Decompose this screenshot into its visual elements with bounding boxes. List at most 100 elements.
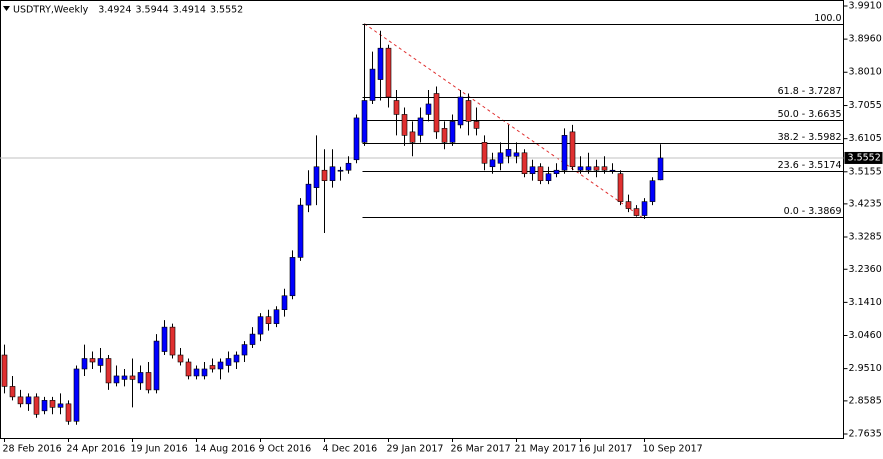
candle-body [465, 100, 472, 122]
candle-body [425, 103, 432, 115]
candle-body [81, 358, 88, 370]
candle-body [193, 368, 200, 377]
y-tick-label: 3.4235 [849, 198, 882, 209]
y-tick-label: 3.0460 [849, 330, 882, 341]
header-ohlc: 3.4924 3.5944 3.4914 3.5552 [98, 5, 243, 16]
candle-body [497, 152, 504, 164]
fib-label: 0.0 - 3.3869 [784, 206, 842, 217]
candle-body [217, 361, 224, 370]
price-box [844, 151, 883, 164]
candle-body [489, 159, 496, 168]
candle-body [105, 358, 112, 384]
candle-body [137, 372, 144, 384]
candle-body [305, 183, 312, 206]
candle-body [473, 121, 480, 129]
candle-body [225, 358, 232, 366]
y-tick-label: 3.1410 [849, 297, 882, 308]
candle-body [329, 166, 336, 181]
candle-body [361, 100, 368, 143]
candle-body [289, 257, 296, 297]
candle-body [73, 368, 80, 422]
y-tick-label: 3.9910 [849, 1, 882, 12]
candle-body [369, 68, 376, 101]
candle-body [529, 166, 536, 175]
fib-label: 50.0 - 3.6635 [778, 109, 842, 120]
candle-body [313, 166, 320, 188]
candle-body [513, 152, 520, 157]
candle-body [433, 93, 440, 133]
candle-body [337, 169, 344, 172]
plot-frame [0, 0, 844, 439]
header-low: 3.4914 [173, 5, 206, 16]
candle-body [201, 368, 208, 377]
candle-body [385, 47, 392, 98]
candle-body [321, 169, 328, 181]
candle-body [121, 375, 128, 380]
y-tick-label: 2.7635 [849, 429, 882, 440]
candle-body [169, 326, 176, 356]
x-tick-label: 14 Aug 2016 [195, 444, 256, 455]
candle-body [9, 386, 16, 398]
x-tick-label: 4 Dec 2016 [323, 444, 378, 455]
fib-label: 61.8 - 3.7287 [778, 86, 842, 97]
candle-body [657, 157, 664, 181]
candle-body [265, 316, 272, 324]
candle-body [633, 208, 640, 216]
price-box-label: 3.5552 [848, 152, 881, 163]
y-tick-label: 2.9510 [849, 363, 882, 374]
x-tick-label: 28 Feb 2016 [3, 444, 62, 455]
candle-body [449, 121, 456, 143]
menu-triangle [3, 6, 10, 11]
candle-body [41, 400, 48, 412]
candle-body [625, 201, 632, 209]
candle-body [129, 375, 136, 380]
y-tick-label: 3.7055 [849, 100, 882, 111]
y-tick-label: 3.2360 [849, 264, 882, 275]
x-tick-label: 26 Mar 2017 [451, 444, 511, 455]
x-tick-label: 21 May 2017 [515, 444, 577, 455]
candle-body [409, 131, 416, 143]
fib-label: 100.0 [814, 13, 841, 24]
candle-body [33, 396, 40, 415]
chart-title: USDTRY,Weekly [13, 5, 89, 16]
candle-body [537, 166, 544, 181]
candle-body [297, 204, 304, 258]
candle-body [89, 358, 96, 363]
candle-body [153, 340, 160, 391]
candle-body [593, 166, 600, 171]
candle-body [57, 403, 64, 408]
candle-body [345, 162, 352, 171]
candle-body [553, 169, 560, 175]
candle-body [393, 100, 400, 115]
candle-body [417, 117, 424, 136]
candle-body [249, 333, 256, 345]
candle-body [65, 403, 72, 422]
candle-body [1, 354, 8, 387]
y-tick-label: 3.8960 [849, 34, 882, 45]
candle-body [145, 372, 152, 391]
header-open: 3.4924 [98, 5, 131, 16]
candle-body [185, 361, 192, 377]
fib-label: 23.6 - 3.5174 [778, 160, 842, 171]
candle-body [25, 396, 32, 405]
candle-body [481, 142, 488, 164]
candle-body [601, 166, 608, 171]
y-tick-label: 3.8010 [849, 67, 882, 78]
candle-body [457, 96, 464, 126]
x-tick-label: 24 Apr 2016 [67, 444, 126, 455]
candle-body [97, 358, 104, 366]
y-tick-label: 2.8585 [849, 395, 882, 406]
candle-body [505, 149, 512, 157]
candle-body [377, 47, 384, 80]
candle-body [641, 201, 648, 216]
y-tick-label: 3.6105 [849, 133, 882, 144]
candle-body [241, 344, 248, 356]
candle-body [585, 166, 592, 171]
candle-body [49, 400, 56, 408]
header-close: 3.5552 [210, 5, 243, 16]
candle-body [401, 114, 408, 136]
candle-body [649, 180, 656, 202]
y-tick-label: 3.3285 [849, 231, 882, 242]
header-high: 3.5944 [135, 5, 168, 16]
